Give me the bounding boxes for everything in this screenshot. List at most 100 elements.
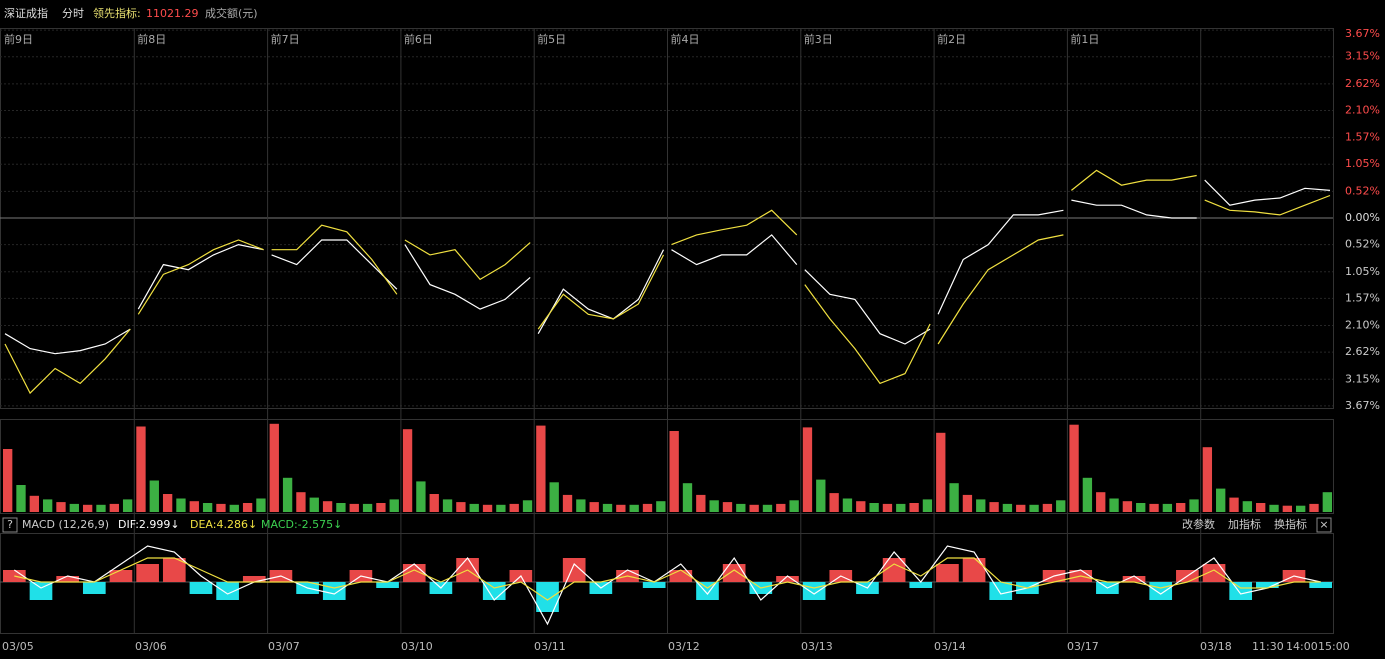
volume-bar xyxy=(416,481,426,512)
volume-bar xyxy=(29,495,39,512)
macd-bar xyxy=(189,582,213,594)
macd-bar xyxy=(722,564,746,582)
y-tick-label: 3.67% xyxy=(1345,27,1380,40)
macd-bar xyxy=(802,582,826,600)
macd-bar xyxy=(1229,582,1253,600)
y-tick-label: 0.52% xyxy=(1345,238,1380,251)
volume-bar xyxy=(1282,505,1293,512)
volume-bar xyxy=(3,449,13,512)
volume-bar xyxy=(562,494,573,512)
day-label: 前5日 xyxy=(537,32,566,46)
volume-bar xyxy=(1189,499,1199,512)
volume-bar xyxy=(1309,503,1319,512)
volume-bar xyxy=(1056,500,1066,512)
volume-bar xyxy=(896,503,906,512)
y-tick-label: 0.52% xyxy=(1345,184,1380,197)
volume-bar xyxy=(656,501,666,512)
macd-bar xyxy=(1309,582,1332,588)
volume-bar xyxy=(496,504,506,512)
macd-label: MACD:-2.575↓ xyxy=(261,518,342,531)
macd-bar xyxy=(562,558,586,582)
volume-bar xyxy=(242,503,253,512)
volume-bar xyxy=(429,494,439,512)
volume-bar xyxy=(256,498,266,512)
dif-label: DIF:2.999↓ xyxy=(118,518,180,531)
macd-bar xyxy=(162,558,186,582)
macd-bar xyxy=(56,576,79,582)
macd-bar xyxy=(1202,564,1226,582)
y-tick-label: 1.57% xyxy=(1345,131,1380,144)
macd-bar xyxy=(536,582,559,612)
macd-bar xyxy=(1149,582,1173,600)
volume-bar xyxy=(109,503,119,512)
volume-bar xyxy=(442,499,453,512)
date-label: 03/05 xyxy=(2,640,34,653)
volume-bar xyxy=(602,503,613,512)
volume-bar xyxy=(162,494,173,512)
header-bar xyxy=(0,0,1385,28)
date-label: 11:30 xyxy=(1252,640,1284,653)
macd-bar xyxy=(909,582,933,588)
volume-bar xyxy=(1136,503,1146,512)
volume-bar xyxy=(629,504,639,512)
panel-button[interactable]: 加指标 xyxy=(1228,517,1261,531)
volume-bar xyxy=(1229,497,1239,512)
volume-bar xyxy=(1042,503,1053,512)
close-text[interactable]: × xyxy=(1319,518,1328,531)
volume-bar xyxy=(202,503,213,512)
macd-bar xyxy=(216,582,239,600)
day-label: 前4日 xyxy=(671,32,700,46)
header-title: 深证成指 xyxy=(4,6,48,20)
volume-bar xyxy=(42,499,53,512)
date-label: 14:00 xyxy=(1286,640,1318,653)
volume-bar xyxy=(1242,501,1253,512)
volume-bar xyxy=(469,503,479,512)
date-label: 03/07 xyxy=(268,640,300,653)
close-button[interactable] xyxy=(1316,517,1332,533)
macd-bar xyxy=(776,576,799,582)
help-text[interactable]: ? xyxy=(7,518,13,531)
volume-bar xyxy=(722,502,733,512)
volume-bar xyxy=(1269,504,1279,512)
volume-bar xyxy=(336,503,346,512)
macd-bar xyxy=(322,582,346,600)
volume-bar xyxy=(402,429,413,512)
volume-bar xyxy=(962,494,973,512)
date-label: 03/11 xyxy=(534,640,566,653)
volume-bar xyxy=(16,485,26,512)
volume-bar xyxy=(1216,488,1226,512)
dif-line xyxy=(13,545,1321,626)
volume-bar xyxy=(922,499,933,512)
volume-bar xyxy=(642,503,653,512)
macd-bar xyxy=(882,558,906,582)
date-label: 03/06 xyxy=(135,640,167,653)
volume-bar xyxy=(296,492,306,512)
volume-bar xyxy=(229,504,239,512)
day-label: 前1日 xyxy=(1070,32,1099,46)
volume-bar xyxy=(802,427,813,512)
date-label: 03/14 xyxy=(934,640,966,653)
volume-bar xyxy=(82,504,93,512)
volume-bar xyxy=(989,502,999,512)
volume-bar xyxy=(949,483,959,512)
help-button[interactable] xyxy=(2,517,18,533)
volume-bar xyxy=(149,480,159,512)
header-volume-label: 成交额(元) xyxy=(205,6,258,20)
panel-button[interactable]: 改参数 xyxy=(1182,517,1215,531)
volume-bar xyxy=(309,497,319,512)
macd-bar xyxy=(109,570,133,582)
volume-bar xyxy=(829,493,839,512)
day-label: 前9日 xyxy=(4,32,33,46)
day-label: 前2日 xyxy=(937,32,966,46)
volume-bar xyxy=(909,503,919,512)
volume-bar xyxy=(616,504,626,512)
date-label: 15:00 xyxy=(1318,640,1350,653)
panel-button[interactable]: 换指标 xyxy=(1274,517,1307,531)
date-label: 03/18 xyxy=(1200,640,1232,653)
y-tick-label: 1.05% xyxy=(1345,157,1380,170)
volume-bar xyxy=(456,502,466,512)
y-tick-label: 1.05% xyxy=(1345,265,1380,278)
price-line xyxy=(4,179,1331,355)
header-mode: 分时 xyxy=(62,7,84,20)
